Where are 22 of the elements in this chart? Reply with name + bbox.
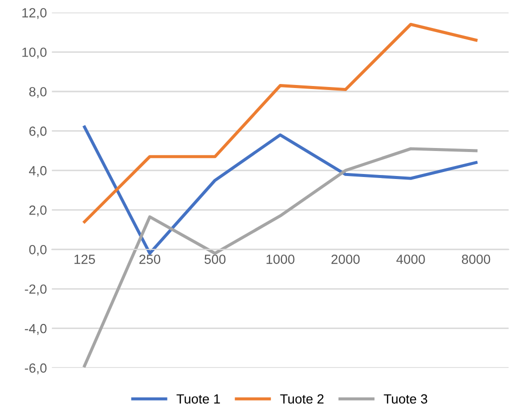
x-tick-label: 125 [74,254,95,264]
y-tick-label: 10,0 [22,48,47,58]
legend-label: Tuote 1 [176,394,220,404]
x-tick-label: 8000 [462,254,490,264]
x-tick-label: 250 [139,254,160,264]
y-tick-label: -2,0 [24,284,47,296]
legend-label: Tuote 2 [280,394,324,404]
legend-label: Tuote 3 [384,394,428,404]
y-tick-label: -6,0 [24,363,47,374]
y-tick-label: -4,0 [24,324,47,335]
x-tick-label: 1000 [266,254,294,264]
x-tick-label: 2000 [331,254,360,264]
x-tick-label: 4000 [396,254,425,264]
y-tick-label: 8,0 [29,87,47,98]
line-series [82,22,478,224]
y-tick-label: 0,0 [29,244,47,256]
y-tick-label: 12,0 [22,8,47,20]
line-series [82,125,478,255]
y-tick-label: 6,0 [29,126,47,138]
y-tick-label: 2,0 [29,205,47,216]
x-tick-label: 500 [204,254,226,264]
y-tick-label: 4,0 [29,166,47,177]
